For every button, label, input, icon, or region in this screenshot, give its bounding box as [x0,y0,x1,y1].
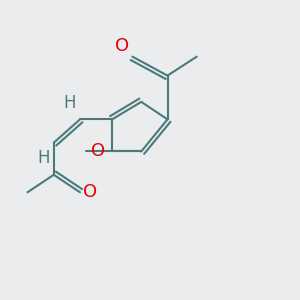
Text: O: O [83,183,97,201]
Text: O: O [91,142,105,160]
Text: H: H [37,148,50,166]
Text: H: H [63,94,76,112]
Text: O: O [116,37,130,55]
